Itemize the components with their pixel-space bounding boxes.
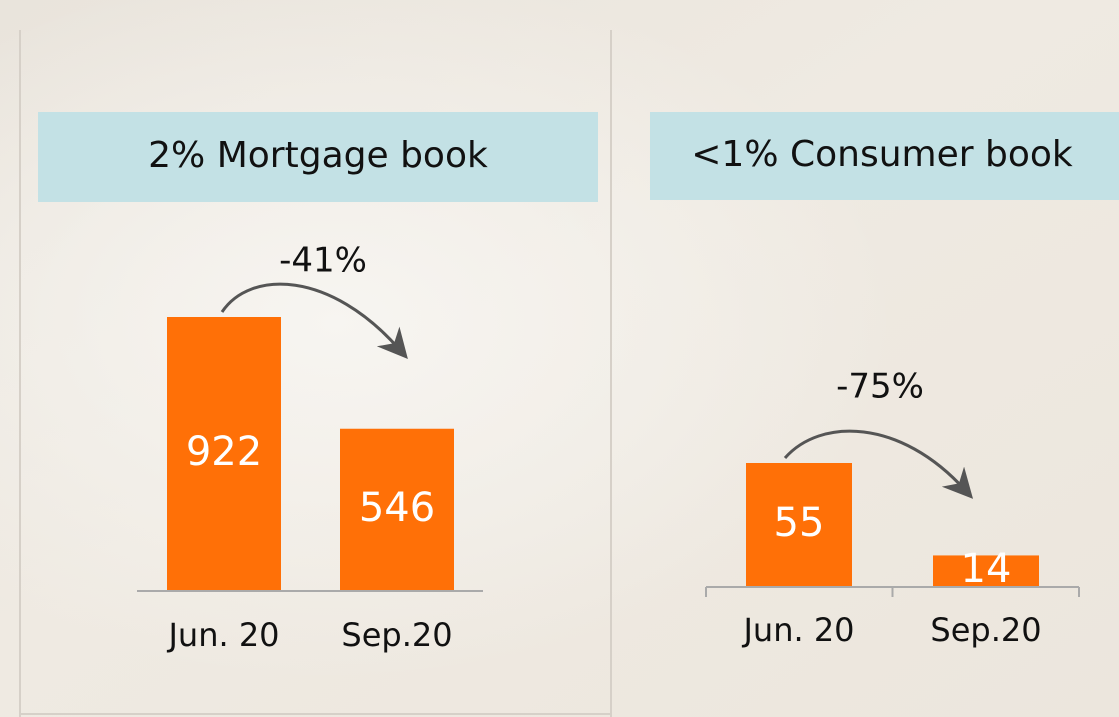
- chart-title: <1% Consumer book: [691, 134, 1073, 175]
- x-tick-label: Jun. 20: [741, 611, 854, 649]
- value-label: 922: [186, 429, 262, 475]
- x-tick-label: Sep.20: [930, 611, 1041, 649]
- x-tick-label: Jun. 20: [166, 616, 279, 654]
- x-tick-label: Sep.20: [341, 616, 452, 654]
- slide: 2% Mortgage book 922 Jun. 20 546 Sep.20 -41% <…: [0, 0, 1119, 717]
- value-label: 14: [961, 546, 1012, 592]
- chart-title: 2% Mortgage book: [148, 135, 488, 176]
- value-label: 55: [774, 500, 825, 546]
- value-label: 546: [359, 485, 435, 531]
- change-annotation: -41%: [279, 241, 367, 281]
- change-annotation: -75%: [836, 367, 924, 407]
